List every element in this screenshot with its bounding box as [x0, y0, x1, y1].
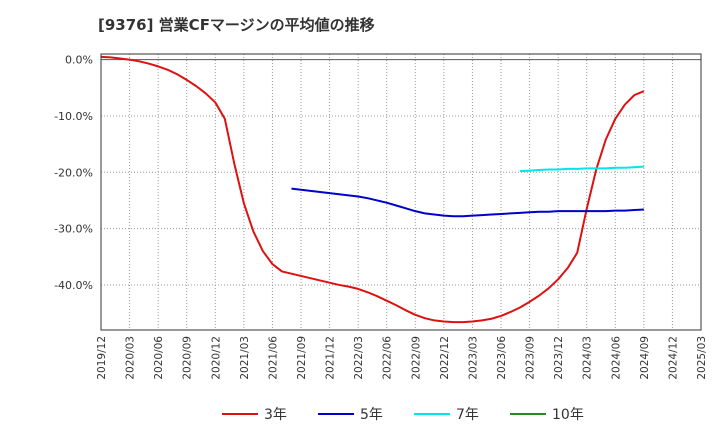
x-tick-label: 2024/12: [667, 336, 679, 380]
x-tick-label: 2020/06: [153, 336, 165, 380]
x-tick-label: 2020/12: [210, 336, 222, 380]
y-tick-label: -20.0%: [54, 166, 93, 179]
x-tick-label: 2021/06: [267, 336, 279, 380]
y-tick-label: -40.0%: [54, 279, 93, 292]
x-tick-label: 2020/03: [125, 336, 137, 380]
x-tick-label: 2024/06: [610, 336, 622, 380]
x-tick-label: 2021/03: [239, 336, 251, 380]
x-tick-label: 2022/06: [382, 336, 394, 380]
legend-label: 7年: [456, 407, 479, 423]
x-axis: 2019/12 2020/03 2020/06 2020/09 2020/12 2021/…: [96, 336, 708, 380]
x-tick-label: 2024/03: [582, 336, 594, 380]
x-tick-label: 2022/12: [439, 336, 451, 380]
legend-label: 3年: [264, 407, 287, 423]
series-lines: [100, 55, 645, 324]
series-line-5年: [291, 187, 644, 218]
x-tick-label: 2021/12: [325, 336, 337, 380]
x-tick-label: 2024/09: [639, 336, 651, 380]
x-tick-label: 2023/09: [525, 336, 537, 380]
x-tick-label: 2019/12: [96, 336, 108, 380]
y-tick-label: -10.0%: [54, 110, 93, 123]
x-tick-label: 2020/09: [182, 336, 194, 380]
legend: 3年 5年 7年 10年: [222, 407, 584, 423]
chart-title: [9376] 営業CFマージンの平均値の推移: [98, 16, 375, 34]
series-line-3年: [100, 55, 645, 324]
legend-label: 10年: [552, 407, 584, 423]
y-tick-label: -30.0%: [54, 223, 93, 236]
x-tick-label: 2022/09: [410, 336, 422, 380]
legend-label: 5年: [360, 407, 383, 423]
x-tick-label: 2023/06: [496, 336, 508, 380]
x-tick-label: 2021/09: [296, 336, 308, 380]
series-line-7年: [519, 165, 644, 173]
plot-area: [100, 53, 702, 331]
x-tick-label: 2022/03: [353, 336, 365, 380]
x-tick-label: 2023/03: [467, 336, 479, 380]
x-tick-label: 2023/12: [553, 336, 565, 380]
y-axis: 0.0% -10.0% -20.0% -30.0% -40.0%: [54, 54, 93, 292]
y-tick-label: 0.0%: [65, 54, 93, 67]
x-tick-label: 2025/03: [696, 336, 708, 380]
grid: [100, 54, 702, 330]
